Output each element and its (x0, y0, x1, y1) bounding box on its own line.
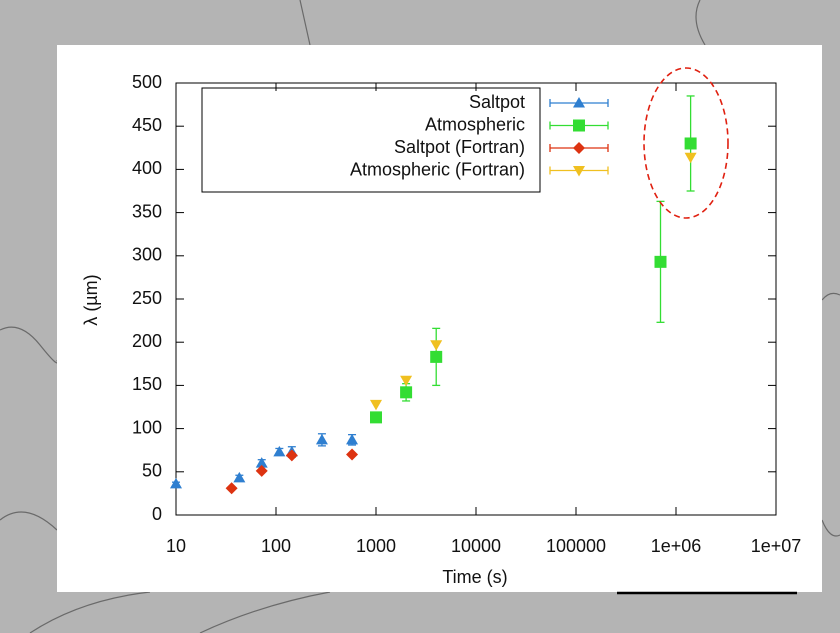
y-tick-label: 200 (132, 331, 162, 351)
highlight-ellipse (643, 67, 729, 219)
marker (255, 457, 268, 468)
x-tick-label: 10000 (451, 536, 501, 556)
marker (225, 482, 238, 495)
x-tick-label: 1e+07 (751, 536, 802, 556)
crack (821, 519, 840, 537)
y-tick-label: 100 (132, 417, 162, 437)
y-tick-label: 500 (132, 72, 162, 92)
x-tick-label: 1e+06 (651, 536, 702, 556)
legend-marker (573, 97, 585, 108)
crack (199, 591, 331, 633)
marker (315, 433, 328, 445)
crack (299, 0, 311, 46)
marker (684, 152, 697, 164)
marker (233, 471, 246, 483)
plot: 0 50 100 150 200 250 300 350 400 450 500 10 100 1000 1… (132, 72, 801, 556)
crack (821, 292, 840, 301)
marker (170, 477, 182, 489)
legend-marker (573, 142, 585, 154)
y-tick-label: 0 (152, 504, 162, 524)
crack (29, 591, 151, 633)
marker (273, 445, 286, 457)
marker (370, 411, 382, 424)
marker (400, 386, 413, 399)
x-tick-label: 10 (166, 536, 186, 556)
legend-box (201, 87, 541, 193)
crack (0, 326, 58, 364)
y-tick-label: 400 (132, 158, 162, 178)
marker (430, 340, 443, 351)
marker (370, 399, 382, 411)
legend-label: Atmospheric (425, 114, 525, 134)
legend-label: Saltpot (469, 92, 525, 112)
x-axis-label: Time (s) (442, 567, 507, 587)
marker (255, 464, 268, 477)
y-tick-label: 300 (132, 245, 162, 265)
y-tick-label: 450 (132, 115, 162, 135)
legend-marker (573, 119, 585, 132)
marker (430, 350, 443, 363)
marker (285, 449, 298, 462)
y-axis-label: λ (µm) (81, 274, 101, 325)
marker (654, 255, 667, 268)
x-tick-label: 100 (261, 536, 291, 556)
x-tick-label: 1000 (356, 536, 396, 556)
marker (684, 137, 697, 150)
y-tick-label: 50 (142, 461, 162, 481)
y-tick-label: 350 (132, 201, 162, 221)
legend-label: Saltpot (Fortran) (394, 137, 525, 157)
marker (346, 433, 359, 445)
y-tick-label: 150 (132, 374, 162, 394)
marker (346, 448, 359, 461)
x-tick-label: 100000 (546, 536, 606, 556)
legend-marker (573, 166, 585, 177)
crack (0, 511, 58, 531)
y-tick-label: 250 (132, 288, 162, 308)
legend-label: Atmospheric (Fortran) (350, 159, 525, 179)
marker (400, 375, 413, 387)
crack (695, 0, 706, 46)
